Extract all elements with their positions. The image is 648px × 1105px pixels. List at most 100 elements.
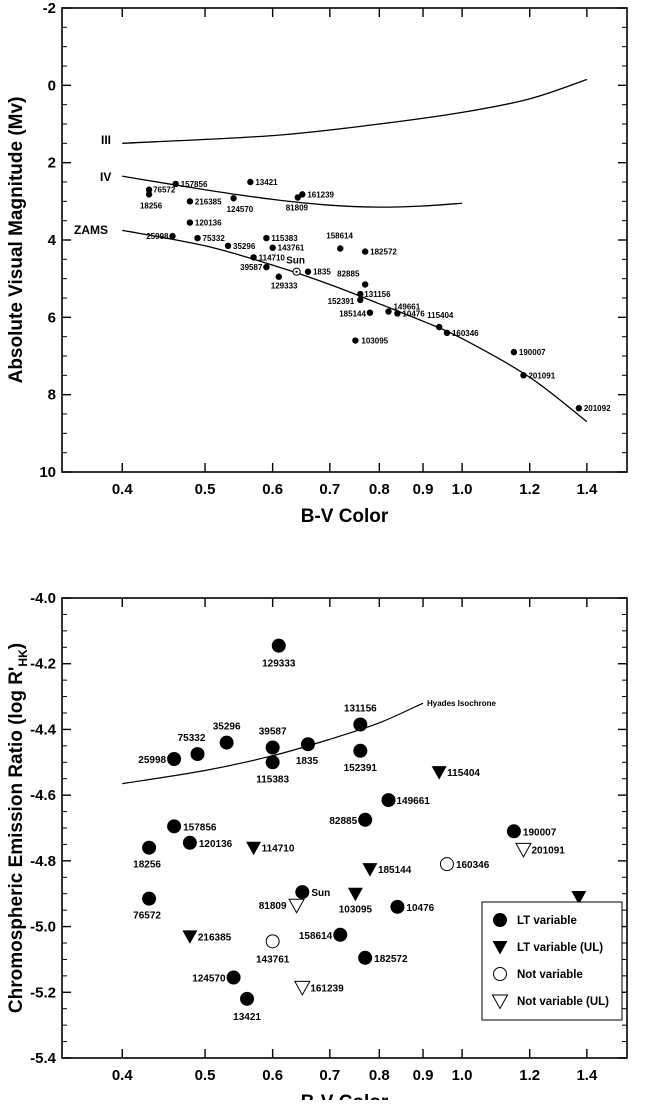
point-label: 120136 bbox=[195, 219, 222, 228]
point-marker-not-variable bbox=[493, 967, 507, 981]
y-tick-label: -5.4 bbox=[30, 1050, 57, 1067]
point-label: 216385 bbox=[195, 197, 222, 206]
point-label: 157856 bbox=[183, 822, 217, 833]
y-tick-label: -4.4 bbox=[30, 721, 57, 738]
point-marker bbox=[263, 263, 270, 271]
point-marker-lt-variable-ul bbox=[246, 841, 262, 856]
point-marker-lt-variable-ul bbox=[431, 766, 447, 780]
point-label: 152391 bbox=[344, 763, 378, 774]
x-tick-label: 0.8 bbox=[369, 1067, 390, 1084]
point-marker bbox=[145, 186, 153, 193]
x-tick-label: 0.9 bbox=[413, 1067, 434, 1084]
point-marker-lt-variable bbox=[142, 840, 157, 855]
point-label: 124570 bbox=[192, 974, 226, 985]
y-tick-label: -5.0 bbox=[30, 919, 56, 936]
point-marker-lt-variable bbox=[226, 970, 241, 985]
point-label: 149661 bbox=[393, 303, 420, 312]
chromospheric-panel: 0.4 0.5 0.6 0.7 0.8 0.9 1.0 1.2 1.4 -4.0 -4.2 -4.4 -… bbox=[6, 590, 628, 1105]
curve-hyades-isochrone bbox=[122, 702, 424, 785]
point-marker-lt-variable bbox=[506, 824, 521, 839]
point-marker-lt-variable bbox=[142, 891, 157, 906]
x-tick-label: 0.6 bbox=[262, 481, 283, 498]
point-marker-lt-variable bbox=[353, 717, 368, 732]
point-label: 115383 bbox=[256, 774, 289, 785]
point-marker bbox=[230, 195, 237, 202]
point-label: 39587 bbox=[240, 263, 263, 272]
point-marker-not-variable bbox=[439, 857, 454, 872]
point-marker bbox=[385, 308, 392, 315]
point-marker-lt-variable bbox=[219, 735, 234, 750]
point-marker-not-variable bbox=[265, 934, 280, 949]
point-marker-lt-variable bbox=[182, 835, 197, 850]
point-label: 75332 bbox=[203, 234, 226, 243]
point-marker bbox=[250, 254, 257, 261]
point-marker bbox=[435, 323, 443, 331]
point-marker bbox=[361, 248, 369, 255]
x-tick-label: 1.2 bbox=[519, 481, 540, 498]
point-marker-lt-variable bbox=[358, 950, 373, 965]
y-tick-label: 4 bbox=[48, 232, 57, 249]
x-tick-label: 0.7 bbox=[319, 1067, 340, 1084]
point-marker bbox=[337, 245, 344, 252]
x-tick-label: 1.4 bbox=[576, 481, 598, 498]
legend-entry: Not variable bbox=[517, 969, 583, 981]
point-marker-lt-variable bbox=[265, 755, 280, 770]
point-marker bbox=[263, 234, 270, 242]
point-marker bbox=[520, 372, 527, 379]
point-marker bbox=[186, 198, 194, 205]
y-tick-label: -4.0 bbox=[30, 590, 56, 607]
x-tick-label: 0.5 bbox=[195, 481, 216, 498]
point-label: 160346 bbox=[452, 329, 479, 338]
point-marker-not-variable-ul bbox=[491, 994, 509, 1010]
x-tick-label: 0.4 bbox=[112, 481, 134, 498]
point-label: 201092 bbox=[584, 404, 611, 413]
point-label: 115383 bbox=[271, 234, 298, 243]
point-label: 190007 bbox=[519, 348, 546, 357]
point-marker-lt-variable bbox=[381, 793, 396, 808]
point-label: 182572 bbox=[374, 954, 408, 965]
point-label: 158614 bbox=[326, 232, 353, 241]
point-marker bbox=[357, 296, 364, 304]
point-label: 152391 bbox=[328, 297, 355, 306]
point-marker bbox=[247, 178, 254, 186]
y-axis-label: Absolute Visual Magnitude (Mv) bbox=[6, 97, 27, 384]
point-label: 103095 bbox=[361, 337, 388, 346]
point-label: 10476 bbox=[402, 309, 425, 318]
legend-entry: LT variable bbox=[517, 915, 577, 927]
point-marker-not-variable-ul bbox=[515, 842, 532, 858]
point-label: 129333 bbox=[262, 659, 296, 670]
point-label: 201091 bbox=[531, 845, 565, 856]
point-label: 18256 bbox=[133, 860, 161, 871]
point-marker-sun-center bbox=[295, 270, 298, 273]
x-tick-label: 0.4 bbox=[112, 1067, 134, 1084]
point-label: 143761 bbox=[278, 244, 305, 253]
point-marker bbox=[366, 309, 374, 316]
y-tick-label: -4.2 bbox=[30, 656, 56, 673]
curve-iv bbox=[122, 175, 463, 208]
point-label: 39587 bbox=[259, 727, 287, 738]
point-marker-lt-variable bbox=[240, 991, 255, 1006]
point-label: 75332 bbox=[178, 733, 206, 744]
x-tick-label: 1.0 bbox=[452, 1067, 473, 1084]
y-tick-label: -4.8 bbox=[30, 853, 56, 870]
point-label: 35296 bbox=[213, 722, 241, 733]
point-label: 25998 bbox=[146, 232, 169, 241]
point-marker bbox=[394, 310, 401, 317]
point-marker bbox=[269, 244, 276, 251]
point-marker bbox=[357, 290, 364, 298]
point-label: 131156 bbox=[364, 290, 391, 299]
legend: LT variable LT variable (UL) Not variable N… bbox=[481, 901, 623, 1021]
point-label: 18256 bbox=[140, 201, 163, 210]
point-marker-not-variable-ul bbox=[288, 898, 305, 914]
point-label: 114710 bbox=[259, 253, 286, 262]
x-tick-label: 0.9 bbox=[413, 481, 434, 498]
y-tick-label: -2 bbox=[43, 0, 56, 17]
y-tick-label: 2 bbox=[48, 155, 56, 172]
point-label: 35296 bbox=[233, 242, 256, 251]
point-label: 10476 bbox=[406, 903, 434, 914]
point-marker bbox=[186, 219, 194, 226]
point-marker-lt-variable bbox=[167, 752, 182, 766]
curve-iii bbox=[122, 78, 588, 144]
y-tick-label: -5.2 bbox=[30, 984, 56, 1001]
point-marker-lt-variable bbox=[271, 638, 286, 653]
